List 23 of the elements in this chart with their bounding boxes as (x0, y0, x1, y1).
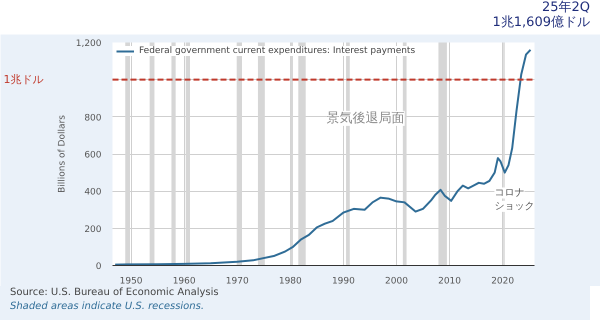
x-tick-label: 1960 (172, 276, 196, 286)
y-tick-label: 800 (84, 113, 102, 124)
x-tick-label: 1950 (120, 276, 143, 286)
x-tick-label: 1990 (332, 276, 356, 286)
y-tick-label: 0 (96, 262, 102, 272)
annotation: ショック (494, 200, 534, 212)
x-tick-label: 1970 (226, 276, 249, 286)
text: Shaded areas indicate U.S. recessions. (10, 300, 206, 314)
source-note: Source: U.S. Bureau of Economic Analysis (10, 286, 219, 300)
y-tick-label: 400 (84, 188, 102, 198)
x-tick-label: 2010 (438, 276, 462, 286)
y-tick-label: 600 (84, 150, 102, 160)
y-tick-label: 1,200 (76, 39, 102, 49)
x-tick-label: 2000 (385, 276, 408, 286)
y-axis-title: Billions of Dollars (58, 114, 68, 193)
x-tick-label: 2020 (491, 276, 514, 286)
legend-label: Federal government current expenditures: Interest payments (139, 46, 416, 56)
text: 25年2Q 1兆1,609億ドル (492, 0, 590, 30)
ref-line-label: 1兆ドル (4, 73, 44, 86)
annotation: 景気後退局面 (326, 110, 405, 126)
y-tick-label: 200 (84, 224, 102, 235)
x-tick-label: 1980 (278, 276, 302, 286)
annotation: コロナ (494, 188, 524, 199)
